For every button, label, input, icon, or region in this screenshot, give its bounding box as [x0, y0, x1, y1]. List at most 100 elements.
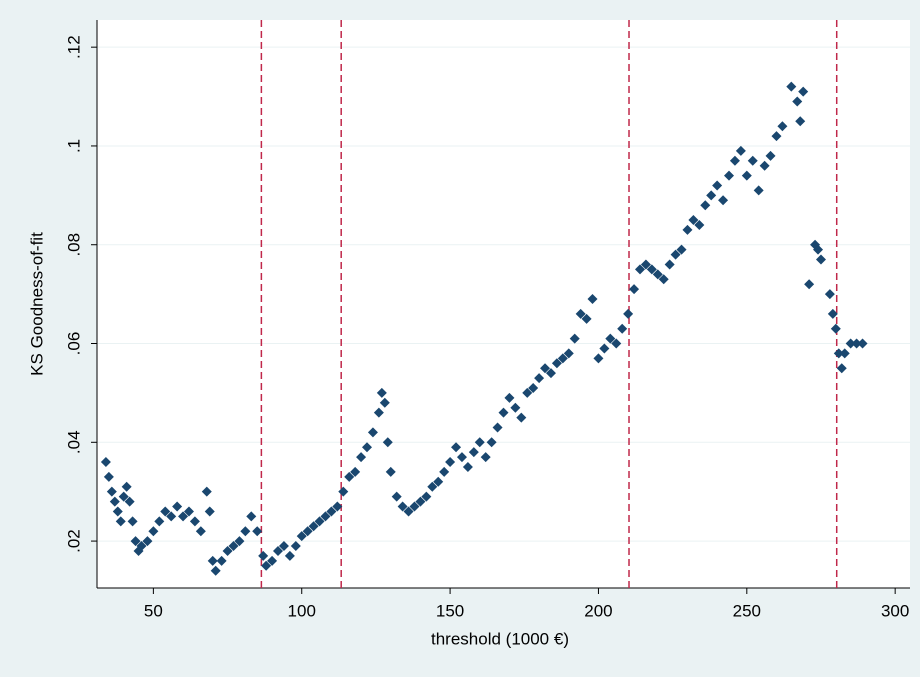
point [189, 516, 200, 527]
point [109, 496, 120, 507]
point [462, 461, 473, 472]
point [741, 170, 752, 181]
point [486, 437, 497, 448]
point [522, 387, 533, 398]
point [786, 81, 797, 92]
x-tick-label: 250 [733, 601, 761, 620]
point [652, 269, 663, 280]
point [706, 190, 717, 201]
point [246, 511, 257, 522]
point [694, 219, 705, 230]
point [445, 457, 456, 468]
point [350, 466, 361, 477]
point [765, 150, 776, 161]
x-axis-label: threshold (1000 €) [431, 629, 569, 648]
point [210, 565, 221, 576]
x-tick-label: 100 [288, 601, 316, 620]
point [777, 121, 788, 132]
point [391, 491, 402, 502]
point [267, 555, 278, 566]
point [611, 338, 622, 349]
point [201, 486, 212, 497]
point [278, 541, 289, 552]
point [833, 348, 844, 359]
y-tick-label: .12 [64, 35, 83, 59]
point [623, 308, 634, 319]
point [112, 506, 123, 517]
point [563, 348, 574, 359]
x-tick-label: 50 [144, 601, 163, 620]
point [115, 516, 126, 527]
point [504, 392, 515, 403]
point [468, 447, 479, 458]
point [204, 506, 215, 517]
point [409, 501, 420, 512]
point [100, 457, 111, 468]
point [747, 155, 758, 166]
point [376, 387, 387, 398]
point [480, 452, 491, 463]
point [569, 333, 580, 344]
point [314, 516, 325, 527]
point [456, 452, 467, 463]
point [575, 308, 586, 319]
point [302, 526, 313, 537]
point [753, 185, 764, 196]
point [240, 526, 251, 537]
point [551, 358, 562, 369]
point [658, 274, 669, 285]
point [118, 491, 129, 502]
point [142, 536, 153, 547]
point [634, 264, 645, 275]
point [320, 511, 331, 522]
point [815, 254, 826, 265]
point [130, 536, 141, 547]
point [332, 501, 343, 512]
point [617, 323, 628, 334]
point [682, 224, 693, 235]
point [845, 338, 856, 349]
point [121, 481, 132, 492]
point [670, 249, 681, 260]
point [629, 284, 640, 295]
point [382, 437, 393, 448]
point [688, 215, 699, 226]
point [735, 145, 746, 156]
point [166, 511, 177, 522]
point [581, 313, 592, 324]
point [498, 407, 509, 418]
point [183, 506, 194, 517]
point [771, 131, 782, 142]
point [397, 501, 408, 512]
point [106, 486, 117, 497]
point [367, 427, 378, 438]
point [252, 526, 263, 537]
point [385, 466, 396, 477]
point [759, 160, 770, 171]
point [296, 531, 307, 542]
point [207, 555, 218, 566]
point [228, 541, 239, 552]
point [154, 516, 165, 527]
point [676, 244, 687, 255]
point [216, 555, 227, 566]
point [124, 496, 135, 507]
point [492, 422, 503, 433]
point [557, 353, 568, 364]
point [528, 382, 539, 393]
point [836, 363, 847, 374]
y-tick-label: .08 [64, 233, 83, 257]
x-tick-label: 300 [881, 601, 909, 620]
point [127, 516, 138, 527]
point [356, 452, 367, 463]
point [433, 476, 444, 487]
point [234, 536, 245, 547]
point [258, 550, 269, 561]
point [272, 545, 283, 556]
point [439, 466, 450, 477]
plot-area [97, 20, 910, 588]
y-tick-label: .06 [64, 332, 83, 356]
point [857, 338, 868, 349]
point [421, 491, 432, 502]
